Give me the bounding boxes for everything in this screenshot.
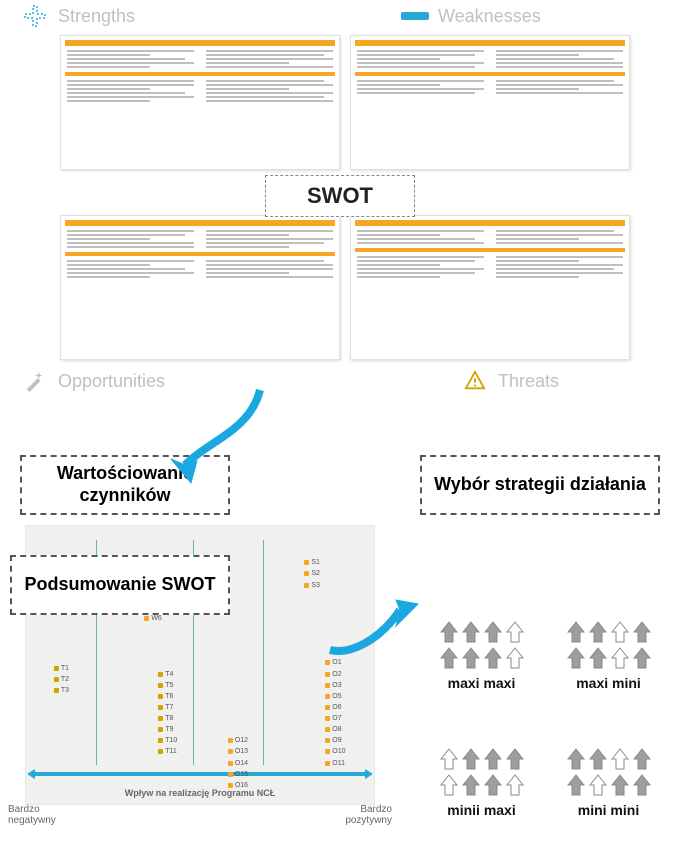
point-T10: T10 <box>158 737 177 744</box>
point-S2: S2 <box>304 570 320 577</box>
matrix-label: minii maxi <box>447 802 515 818</box>
point-T3: T3 <box>54 687 69 694</box>
strategy-matrix: maxi maxi maxi mini minii maxi mini mini <box>420 568 670 818</box>
doc-opportunities <box>60 215 340 360</box>
doc-strengths <box>60 35 340 170</box>
point-O15: O15 <box>228 771 248 778</box>
point-O13: O13 <box>228 748 248 755</box>
point-T6: T6 <box>158 693 173 700</box>
point-O7: O7 <box>325 715 341 722</box>
plus-icon <box>20 5 50 27</box>
matrix-label: maxi maxi <box>448 675 516 691</box>
matrix-cell: minii maxi <box>420 695 543 818</box>
point-O11: O11 <box>325 760 345 767</box>
matrix-cell: maxi mini <box>547 568 670 691</box>
flow-arrow-1 <box>160 380 280 490</box>
weaknesses-label: Weaknesses <box>400 5 541 27</box>
x-left-label: Bardzo negatywny <box>8 804 68 826</box>
point-O5: O5 <box>325 693 341 700</box>
point-W6: W6 <box>144 615 162 622</box>
point-O2: O2 <box>325 671 341 678</box>
wand-icon <box>20 370 50 392</box>
point-O6: O6 <box>325 704 341 711</box>
point-O10: O10 <box>325 748 345 755</box>
point-O12: O12 <box>228 737 248 744</box>
point-T1: T1 <box>54 665 69 672</box>
doc-threats <box>350 215 630 360</box>
point-T8: T8 <box>158 715 173 722</box>
point-S3: S3 <box>304 582 320 589</box>
point-O9: O9 <box>325 737 341 744</box>
point-T5: T5 <box>158 682 173 689</box>
x-right-label: Bardzo pozytywny <box>332 804 392 826</box>
opportunities-label: Opportunities <box>20 370 165 392</box>
x-axis-label: Wpływ na realizację Programu NCŁ <box>125 788 276 798</box>
point-O3: O3 <box>325 682 341 689</box>
minus-icon <box>400 5 430 27</box>
opportunities-text: Opportunities <box>58 371 165 392</box>
matrix-cell: mini mini <box>547 695 670 818</box>
point-T2: T2 <box>54 676 69 683</box>
matrix-label: maxi mini <box>576 675 641 691</box>
strengths-text: Strengths <box>58 6 135 27</box>
point-S1: S1 <box>304 559 320 566</box>
summary-box: Podsumowanie SWOT <box>10 555 230 615</box>
swot-area: Strengths Weaknesses Opportunities Threa… <box>0 0 685 400</box>
matrix-label: mini mini <box>578 802 639 818</box>
threats-text: Threats <box>498 371 559 392</box>
warning-icon <box>460 370 490 392</box>
weaknesses-text: Weaknesses <box>438 6 541 27</box>
threats-label: Threats <box>460 370 559 392</box>
point-O8: O8 <box>325 726 341 733</box>
point-T4: T4 <box>158 671 173 678</box>
point-T7: T7 <box>158 704 173 711</box>
flow-arrow-2 <box>320 580 430 670</box>
strategy-box: Wybór strategii działania <box>420 455 660 515</box>
doc-weaknesses <box>350 35 630 170</box>
point-T9: T9 <box>158 726 173 733</box>
point-T11: T11 <box>158 748 177 755</box>
swot-center-label: SWOT <box>265 175 415 217</box>
matrix-cell: maxi maxi <box>420 568 543 691</box>
point-O14: O14 <box>228 760 248 767</box>
strengths-label: Strengths <box>20 5 135 27</box>
